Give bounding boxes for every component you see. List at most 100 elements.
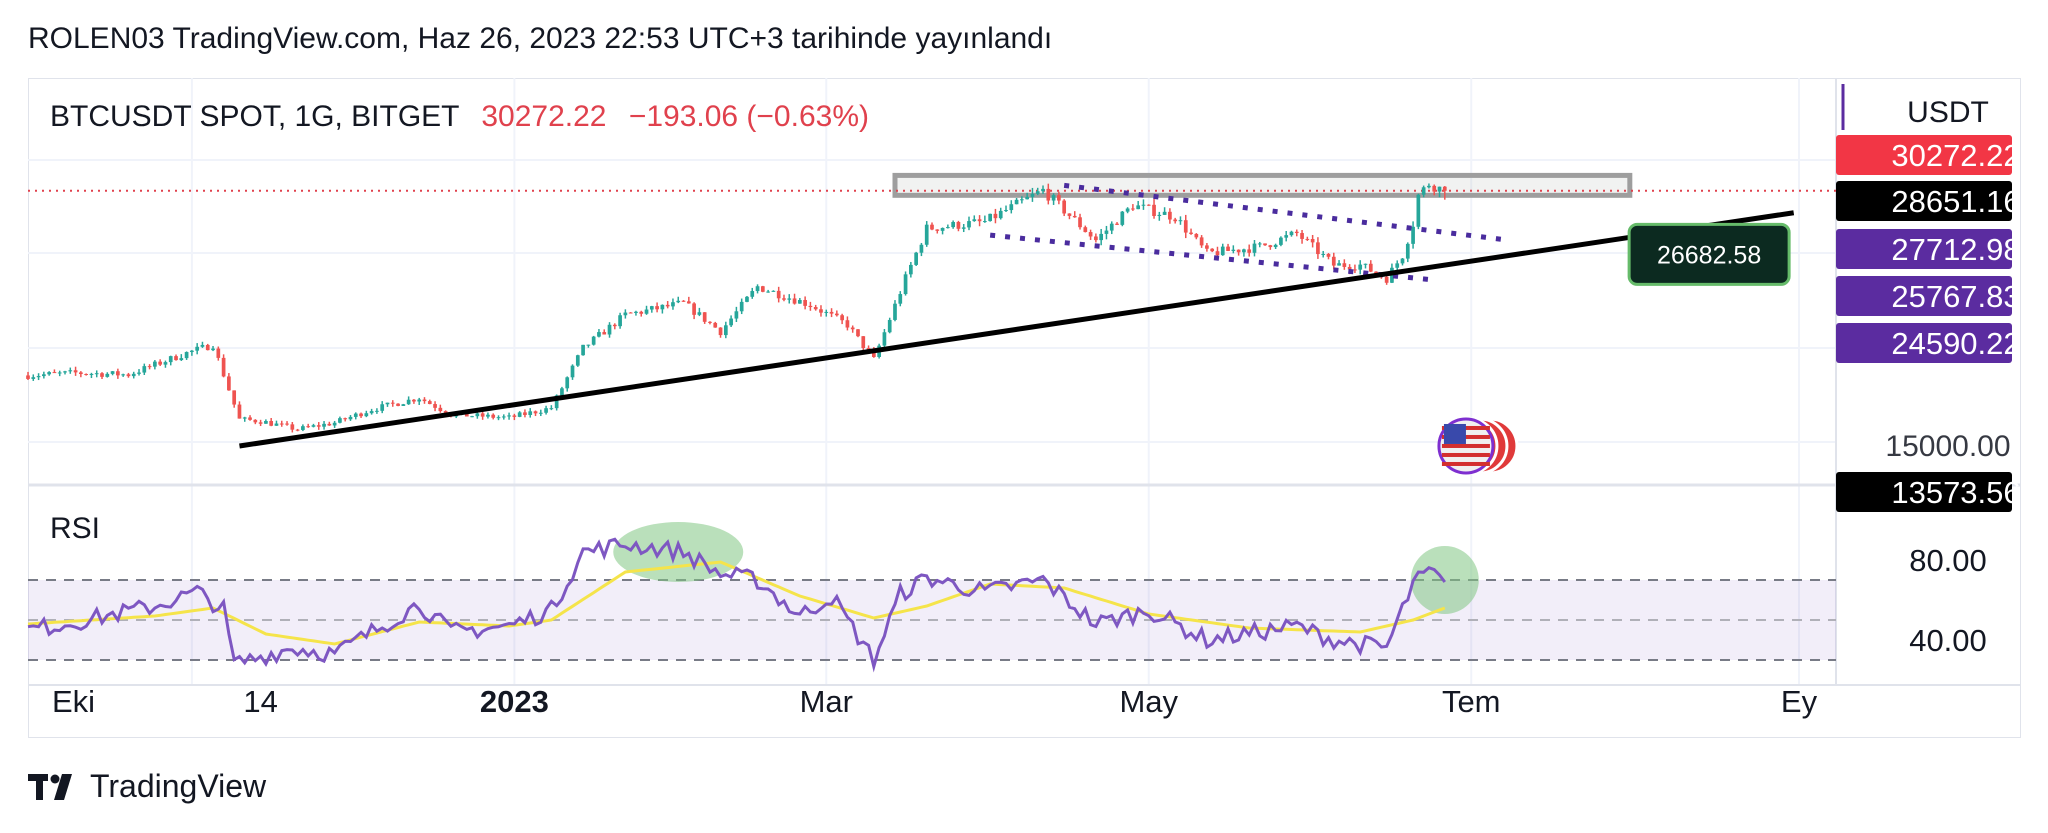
candle-body xyxy=(1363,263,1368,265)
candle-body xyxy=(200,344,205,347)
candle-body xyxy=(1384,276,1389,283)
legend-last-price: 30272.22 xyxy=(481,100,607,133)
candle-body xyxy=(612,324,617,327)
candle-body xyxy=(1131,208,1135,210)
candle-body xyxy=(1162,211,1167,215)
candle-body xyxy=(1242,249,1246,253)
candle-body xyxy=(1321,253,1326,255)
candle-body xyxy=(1072,215,1077,218)
candle-body xyxy=(1020,199,1024,201)
candle-body xyxy=(660,304,665,310)
support-trendline[interactable] xyxy=(239,210,1795,449)
candle-body xyxy=(47,372,51,375)
candle-body xyxy=(1025,196,1030,200)
rsi-legend[interactable]: RSI xyxy=(50,512,101,545)
candle-body xyxy=(470,416,474,418)
candle-body xyxy=(1231,249,1236,251)
legend-change: −193.06 (−0.63%) xyxy=(628,100,869,133)
candle-body xyxy=(681,300,686,302)
tradingview-logo[interactable]: TradingView xyxy=(28,768,266,805)
candle-body xyxy=(1432,185,1437,192)
candle-body xyxy=(734,311,739,319)
candle-body xyxy=(1194,233,1199,238)
candle-body xyxy=(782,298,786,300)
tradingview-logo-icon xyxy=(28,773,72,800)
candle-body xyxy=(1273,244,1278,248)
legend-symbol[interactable]: BTCUSDT SPOT, 1G, BITGET xyxy=(50,100,459,133)
candle-body xyxy=(205,344,210,351)
candle-body xyxy=(406,399,411,405)
candle-body xyxy=(909,264,913,275)
candle-body xyxy=(126,374,131,377)
candle-body xyxy=(496,417,501,419)
candle-body xyxy=(1247,249,1252,253)
candle-body xyxy=(1210,248,1215,252)
us-flag-canton xyxy=(1443,423,1466,444)
candle-body xyxy=(248,417,252,420)
candle-body xyxy=(438,407,443,412)
candle-body xyxy=(290,424,295,430)
candle-body xyxy=(68,370,73,372)
candle-body xyxy=(163,362,168,365)
candle-body xyxy=(1057,195,1061,201)
resistance-zone[interactable] xyxy=(892,172,1633,198)
candle-body xyxy=(1083,227,1088,233)
candle-body xyxy=(1226,246,1230,251)
price-callout[interactable] xyxy=(1627,222,1791,286)
candle-body xyxy=(882,332,887,346)
price-scale-label-bg[interactable] xyxy=(1836,135,2012,175)
candle-body xyxy=(1252,243,1257,253)
candle-body xyxy=(353,413,358,417)
candle-body xyxy=(1078,217,1082,228)
price-scale-label-bg[interactable] xyxy=(1836,276,2012,316)
candle-body xyxy=(708,321,712,323)
candle-body xyxy=(671,302,675,307)
candle-body xyxy=(52,372,57,374)
candle-body xyxy=(1099,233,1104,241)
candle-body xyxy=(988,213,993,222)
candle-body xyxy=(158,361,163,365)
candle-body xyxy=(401,404,406,406)
chart-canvas[interactable]: 26682.58 USDT 15000.00 30272.22 28651.16 2771… xyxy=(0,0,2048,760)
candle-body xyxy=(1041,188,1045,192)
price-scale-label: 24590.22 xyxy=(1891,326,2020,361)
candle-body xyxy=(824,311,829,313)
price-scale-label-bg[interactable] xyxy=(1836,323,2012,363)
candle-body xyxy=(216,348,221,358)
price-scale-label-partial: 15000.00 xyxy=(1885,430,2010,463)
triangle-lower-line[interactable] xyxy=(989,232,1435,283)
candle-body xyxy=(1279,237,1283,245)
candle-body xyxy=(31,377,36,379)
candle-body xyxy=(1168,211,1172,220)
candle-body xyxy=(1400,258,1405,264)
candle-body xyxy=(1178,220,1183,222)
candle-body xyxy=(1152,204,1156,216)
rsi-line[interactable] xyxy=(27,537,1446,673)
candle-body xyxy=(1046,188,1051,201)
candle-body xyxy=(893,303,897,320)
candle-body xyxy=(723,325,728,336)
price-scale-label-bg[interactable] xyxy=(1836,229,2012,269)
price-scale-label-bg[interactable] xyxy=(1836,472,2012,512)
candle-body xyxy=(1411,226,1415,244)
candle-body xyxy=(512,415,517,417)
candle-body xyxy=(1183,220,1188,233)
candle-body xyxy=(110,371,115,374)
candle-body xyxy=(475,413,480,417)
price-scale-label-bg[interactable] xyxy=(1836,181,2012,221)
chart-frame xyxy=(28,78,2021,738)
candle-body xyxy=(179,358,184,361)
candle-body xyxy=(1236,249,1241,253)
candle-body xyxy=(364,413,369,417)
candle-body xyxy=(903,274,908,295)
candle-body xyxy=(295,429,300,431)
candle-body xyxy=(597,332,601,337)
candle-body xyxy=(702,312,707,322)
candle-body xyxy=(1051,195,1056,201)
candle-body xyxy=(211,348,215,351)
rsi-highlight-ellipse[interactable] xyxy=(613,522,744,582)
candle-body xyxy=(533,411,538,414)
candle-body xyxy=(845,320,850,328)
candle-body xyxy=(787,298,792,300)
candle-body xyxy=(871,350,876,357)
